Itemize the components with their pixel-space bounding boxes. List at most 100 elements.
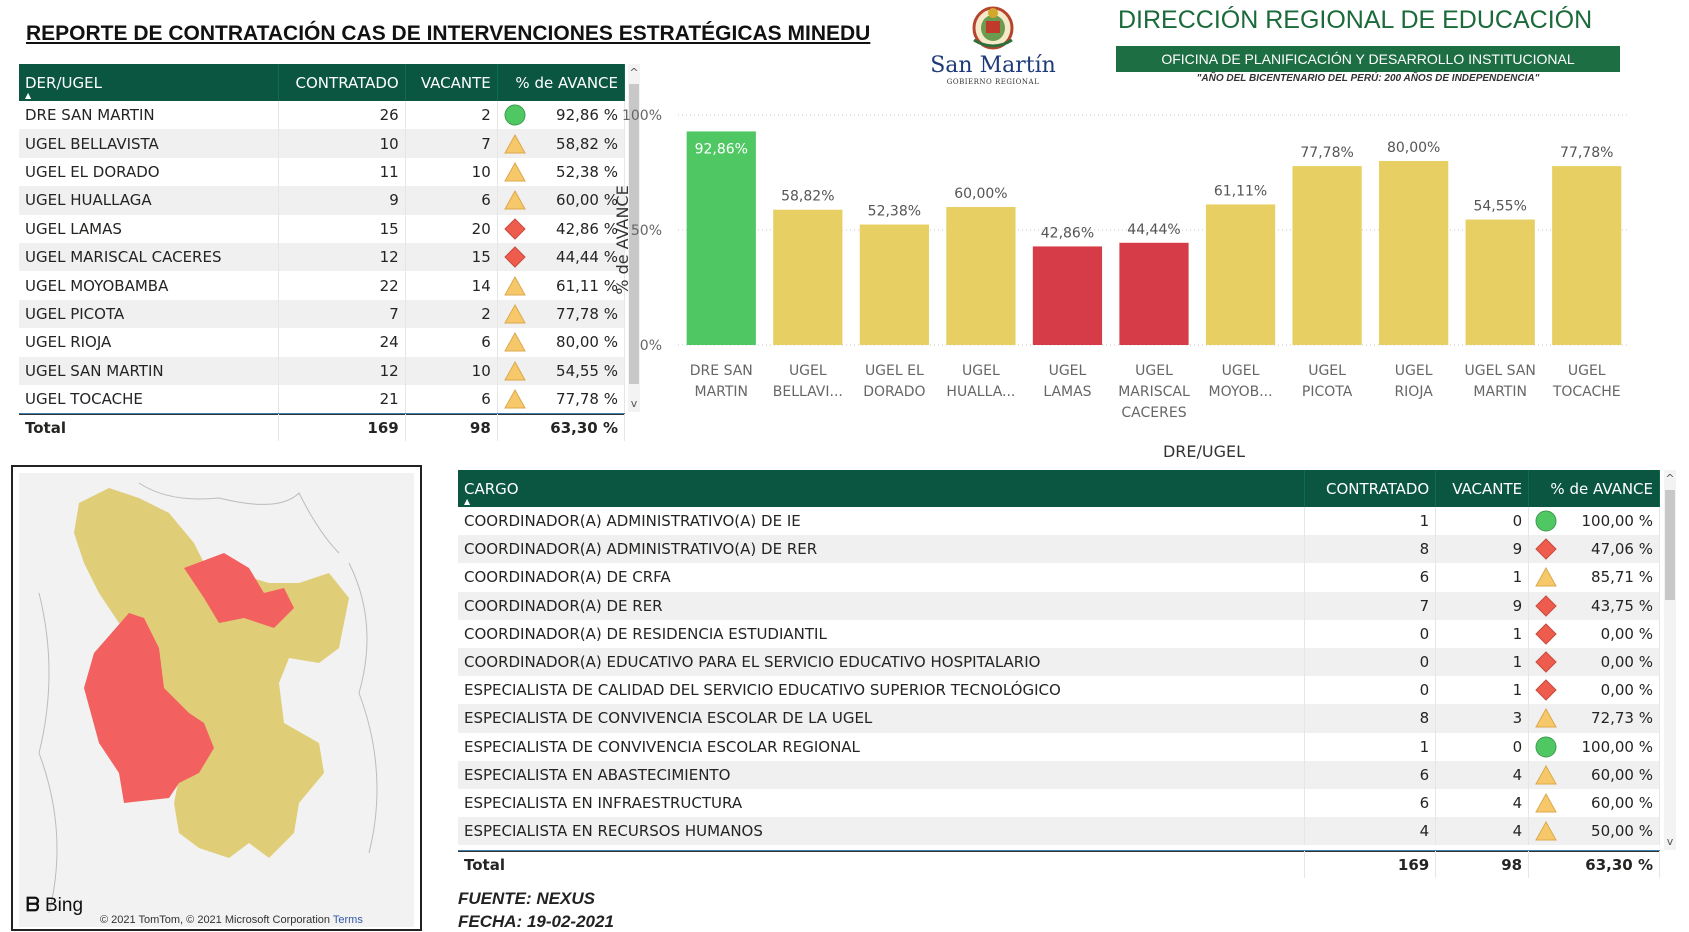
total-vacante: 98 (1435, 851, 1530, 878)
table-row[interactable]: UGEL LAMAS 15 20 42,86 % (19, 214, 625, 243)
table-row[interactable]: UGEL RIOJA 24 6 80,00 % (19, 328, 625, 357)
row-contratado: 6 (1304, 788, 1437, 818)
table-row[interactable]: COORDINADOR(A) DE CRFA 6 1 85,71 % (458, 563, 1660, 592)
row-vacante: 0 (1435, 507, 1530, 536)
row-avance: 44,44 % (497, 242, 625, 272)
cargo-table-scrollbar[interactable]: ^ v (1664, 470, 1676, 850)
x-tick-label: UGEL (789, 363, 827, 379)
row-name: ESPECIALISTA EN ABASTECIMIENTO (458, 760, 1306, 789)
dre-heading: DIRECCIÓN REGIONAL DE EDUCACIÓN (1118, 6, 1593, 34)
row-contratado: 21 (278, 384, 406, 414)
row-avance: 58,82 % (497, 129, 625, 158)
scroll-down-icon[interactable]: v (630, 397, 638, 410)
row-avance: 50,00 % (1528, 817, 1660, 846)
x-tick-label: HUALLA... (946, 384, 1015, 400)
table-row[interactable]: ESPECIALISTA EN ABASTECIMIENTO 6 4 60,00 % (458, 760, 1660, 789)
map-region-red-north[interactable] (184, 553, 294, 628)
table-row[interactable]: COORDINADOR(A) ADMINISTRATIVO(A) DE IE 1 0… (458, 507, 1660, 536)
map-visual[interactable] (11, 465, 422, 931)
row-avance-value: 60,00 % (556, 191, 618, 210)
table-row[interactable]: UGEL HUALLAGA 9 6 60,00 % (19, 186, 625, 215)
table-row[interactable]: UGEL TOCACHE 21 6 77,78 % (19, 384, 625, 414)
scroll-thumb[interactable] (629, 84, 639, 384)
x-tick-label: UGEL (1049, 363, 1087, 379)
ugel-table[interactable]: DER/UGEL ▲ CONTRATADO VACANTE % de AVANCE… (19, 64, 625, 440)
map-region-yellow[interactable] (74, 488, 349, 858)
bar[interactable] (686, 131, 756, 345)
data-label: 52,38% (868, 204, 921, 220)
table-row[interactable]: COORDINADOR(A) DE RER 7 9 43,75 % (458, 591, 1660, 620)
col-header-vacante[interactable]: VACANTE (405, 64, 498, 101)
scroll-up-icon[interactable]: ^ (629, 66, 639, 79)
row-vacante: 1 (1435, 619, 1530, 648)
bar[interactable] (859, 224, 929, 345)
col-header-avance[interactable]: % de AVANCE (497, 64, 625, 101)
total-avance: 63,30 % (497, 414, 626, 441)
row-vacante: 2 (405, 101, 498, 130)
bar[interactable] (1292, 166, 1362, 345)
data-label: 54,55% (1473, 199, 1526, 215)
table-row[interactable]: ESPECIALISTA DE CALIDAD DEL SERVICIO EDU… (458, 676, 1660, 705)
bar[interactable] (1465, 219, 1535, 345)
row-vacante: 6 (405, 384, 498, 414)
data-label: 77,78% (1300, 145, 1353, 161)
bar[interactable] (1119, 242, 1189, 345)
scroll-thumb[interactable] (1665, 490, 1675, 600)
col-header-contratado[interactable]: CONTRATADO (1304, 470, 1437, 507)
row-vacante: 10 (405, 356, 498, 385)
row-vacante: 7 (405, 129, 498, 158)
yellow-triangle-icon (503, 190, 526, 210)
table-row[interactable]: ESPECIALISTA DE CONVIVENCIA ESCOLAR DE L… (458, 704, 1660, 733)
bar[interactable] (773, 209, 843, 345)
table-row[interactable]: UGEL SAN MARTIN 12 10 54,55 % (19, 356, 625, 385)
col-header-contratado[interactable]: CONTRATADO (278, 64, 406, 101)
table-row[interactable]: DRE SAN MARTIN 26 2 92,86 % (19, 101, 625, 130)
row-avance-value: 77,78 % (556, 304, 618, 323)
scroll-down-icon[interactable]: v (1666, 835, 1674, 848)
row-name: UGEL MARISCAL CACERES (19, 242, 279, 272)
sort-asc-icon[interactable]: ▲ (464, 497, 471, 506)
table-row[interactable]: COORDINADOR(A) ADMINISTRATIVO(A) DE RER 8… (458, 535, 1660, 564)
bar[interactable] (1379, 161, 1449, 345)
row-avance-value: 43,75 % (1591, 596, 1653, 615)
bar[interactable] (946, 207, 1016, 345)
cargo-table[interactable]: CARGO ▲ CONTRATADO VACANTE % de AVANCE CO… (458, 470, 1660, 852)
row-avance-value: 100,00 % (1581, 512, 1653, 531)
table-row[interactable]: ESPECIALISTA EN INFRAESTRUCTURA 6 4 60,00 % (458, 788, 1660, 818)
x-tick-label: DRE SAN (690, 363, 753, 379)
row-contratado: 11 (278, 157, 406, 187)
col-header-ugel[interactable]: DER/UGEL ▲ (19, 64, 279, 101)
row-avance: 92,86 % (497, 101, 625, 130)
yellow-triangle-icon (1535, 821, 1557, 841)
table-row[interactable]: UGEL PICOTA 7 2 77,78 % (19, 299, 625, 329)
table-row[interactable]: UGEL BELLAVISTA 10 7 58,82 % (19, 129, 625, 158)
row-name: ESPECIALISTA EN RECURSOS HUMANOS (458, 817, 1306, 846)
col-header-avance[interactable]: % de AVANCE (1528, 470, 1660, 507)
ugel-table-scrollbar[interactable]: ^ v (628, 64, 640, 412)
sort-asc-icon[interactable]: ▲ (25, 91, 32, 100)
total-label: Total (19, 414, 279, 441)
ugel-total-row: Total 169 98 63,30 % (19, 414, 626, 441)
col-header-cargo[interactable]: CARGO ▲ (458, 470, 1306, 507)
row-vacante: 9 (1435, 535, 1530, 564)
map-region-red-west[interactable] (84, 613, 214, 803)
terms-link[interactable]: Terms (332, 914, 363, 926)
col-header-vacante[interactable]: VACANTE (1435, 470, 1530, 507)
motto: "AÑO DEL BICENTENARIO DEL PERÚ: 200 AÑOS… (1196, 73, 1540, 84)
table-row[interactable]: UGEL EL DORADO 11 10 52,38 % (19, 157, 625, 187)
table-row[interactable]: ESPECIALISTA EN RECURSOS HUMANOS 4 4 50,00 … (458, 817, 1660, 846)
table-row[interactable]: UGEL MOYOBAMBA 22 14 61,11 % (19, 271, 625, 300)
x-tick-label: BELLAVI... (773, 384, 843, 400)
table-row[interactable]: UGEL MARISCAL CACERES 12 15 44,44 % (19, 242, 625, 272)
bar[interactable] (1205, 204, 1276, 345)
yellow-triangle-icon (1535, 567, 1557, 587)
table-row[interactable]: COORDINADOR(A) DE RESIDENCIA ESTUDIANTIL… (458, 619, 1660, 648)
x-tick-label: UGEL (1222, 363, 1260, 379)
bar[interactable] (1032, 246, 1103, 345)
table-row[interactable]: COORDINADOR(A) EDUCATIVO PARA EL SERVICI… (458, 647, 1660, 677)
scroll-up-icon[interactable]: ^ (1665, 472, 1675, 485)
bar[interactable] (1552, 166, 1622, 345)
region-map[interactable] (19, 473, 414, 927)
row-name: COORDINADOR(A) ADMINISTRATIVO(A) DE IE (458, 507, 1306, 536)
table-row[interactable]: ESPECIALISTA DE CONVIVENCIA ESCOLAR REGI… (458, 732, 1660, 761)
